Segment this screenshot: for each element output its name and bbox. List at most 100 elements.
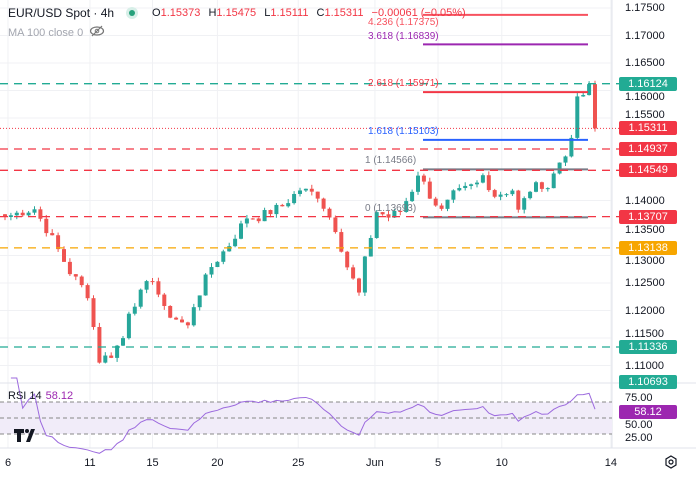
- ma-indicator-label[interactable]: MA 100 close 0: [8, 25, 105, 40]
- candle-body: [451, 190, 456, 200]
- candle-body: [545, 188, 550, 190]
- candle-body: [56, 235, 61, 250]
- eye-hidden-icon[interactable]: [89, 25, 105, 40]
- market-status-icon: [126, 7, 139, 19]
- rsi-tick-label: 50.00: [625, 418, 653, 431]
- candle-body: [209, 267, 214, 275]
- symbol-title[interactable]: EUR/USD Spot · 4h: [8, 6, 115, 20]
- date-tick-label: 20: [211, 457, 224, 469]
- candle-body: [321, 198, 326, 209]
- price-tick-label: 1.17000: [625, 29, 665, 42]
- candle-body: [333, 217, 338, 233]
- price-tick-label: 1.11000: [625, 359, 664, 372]
- candle-body: [410, 191, 415, 202]
- candle-body: [215, 261, 220, 268]
- candle-body: [91, 298, 96, 328]
- price-level-badge: 1.13138: [619, 240, 677, 255]
- price-tick-label: 1.12000: [625, 304, 665, 317]
- candle-body: [14, 212, 19, 216]
- candle-body: [227, 246, 232, 252]
- candle-body: [486, 175, 491, 191]
- candle-body: [26, 212, 31, 216]
- candle-body: [298, 190, 302, 194]
- candle-body: [180, 319, 184, 323]
- candle-body: [3, 214, 7, 217]
- fib-level-label: 2.618 (1.15971): [368, 78, 439, 90]
- candle-body: [174, 317, 179, 320]
- candle-body: [203, 274, 208, 296]
- candle-body: [433, 198, 438, 206]
- date-tick-label: 10: [495, 457, 508, 469]
- ohlc-values: O1.15373 H1.15475 L1.15111 C1.15311 −0.0…: [152, 7, 471, 19]
- rsi-legend[interactable]: RSI 14 58.12: [8, 390, 73, 402]
- price-tick-label: 1.13000: [625, 255, 665, 268]
- candle-body: [103, 355, 108, 363]
- candle-body: [309, 188, 314, 192]
- price-level-badge: 1.14549: [619, 163, 677, 178]
- candle-body: [144, 281, 149, 290]
- candle-body: [262, 210, 267, 222]
- candle-body: [239, 223, 243, 239]
- candle-body: [191, 307, 196, 326]
- candle-body: [244, 218, 249, 224]
- candle-body: [38, 209, 43, 219]
- candle-body: [315, 191, 320, 199]
- candle-body: [539, 182, 544, 189]
- candle-body: [522, 198, 527, 210]
- candle-body: [569, 137, 574, 157]
- candle-body: [121, 338, 125, 346]
- candle-body: [274, 204, 279, 215]
- price-tick-label: 1.16500: [625, 57, 665, 69]
- tradingview-logo[interactable]: [14, 428, 40, 446]
- date-tick-label: 11: [84, 457, 96, 469]
- candle-body: [386, 214, 391, 218]
- price-level-badge: 1.13707: [619, 209, 677, 224]
- candle-body: [233, 238, 238, 247]
- price-level-badge: 1.16124: [619, 76, 677, 91]
- candle-body: [168, 305, 173, 318]
- candle-body: [280, 204, 285, 207]
- candle-body: [557, 162, 562, 174]
- candle-body: [250, 218, 255, 220]
- candle-body: [463, 185, 468, 189]
- candle-body: [480, 175, 485, 183]
- fib-level-label: 0 (1.13693): [365, 203, 417, 215]
- candle-body: [197, 295, 202, 308]
- candle-body: [62, 249, 66, 262]
- candle-body: [327, 208, 332, 218]
- candle-body: [20, 212, 25, 216]
- candle-body: [50, 233, 55, 236]
- candle-body: [362, 256, 367, 293]
- candle-body: [162, 294, 167, 306]
- candle-body: [368, 237, 373, 257]
- ma-label-text: MA 100 close 0: [8, 26, 84, 39]
- candle-body: [445, 199, 450, 209]
- date-tick-label: 5: [434, 457, 442, 469]
- date-tick-label: 6: [4, 457, 12, 469]
- candle-body: [457, 188, 462, 191]
- candle-body: [79, 276, 84, 286]
- open-label: O: [152, 7, 161, 19]
- candle-body: [126, 313, 131, 339]
- candle-body: [185, 322, 190, 326]
- candle-body: [427, 181, 432, 199]
- open-value: 1.15373: [160, 7, 201, 19]
- date-tick-label: Jun: [366, 457, 384, 469]
- candle-body: [292, 193, 297, 204]
- candle-body: [97, 327, 102, 363]
- candle-body: [380, 212, 385, 215]
- candle-body: [303, 188, 308, 191]
- close-value: 1.15311: [324, 7, 364, 19]
- price-tick-label: 1.13500: [625, 223, 665, 236]
- candle-body: [516, 190, 521, 210]
- close-label: C: [316, 7, 325, 19]
- candle-body: [339, 232, 344, 252]
- rsi-label: RSI 14: [8, 390, 42, 402]
- settings-gear-icon[interactable]: [664, 455, 678, 469]
- candle-body: [8, 215, 13, 217]
- candle-body: [421, 175, 426, 182]
- candle-body: [593, 84, 597, 129]
- candle-body: [498, 194, 503, 197]
